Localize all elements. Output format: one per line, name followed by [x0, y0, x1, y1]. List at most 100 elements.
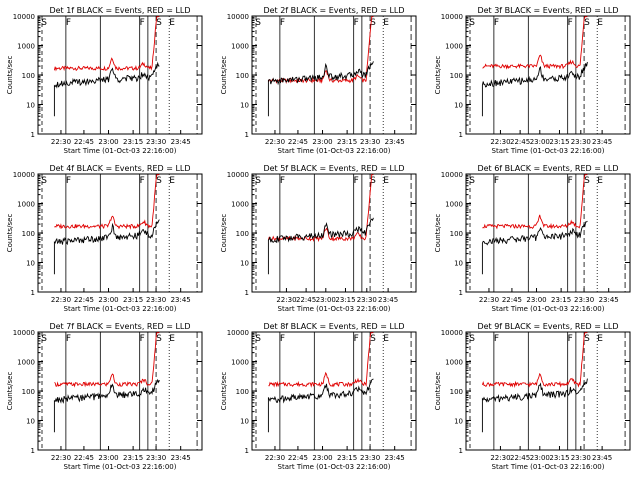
- marker-letter: S: [156, 334, 162, 344]
- panel-title: Det 1f BLACK = Events, RED = LLD: [49, 6, 190, 15]
- x-tick-label: 22:45: [74, 138, 94, 146]
- y-tick-label: 10: [454, 102, 463, 110]
- x-tick-label: 23:00: [98, 296, 118, 304]
- plot-frame: [37, 15, 203, 135]
- y-axis-label: Counts/sec: [6, 214, 14, 253]
- marker-letter: E: [597, 176, 603, 186]
- x-tick-label: 22:45: [288, 138, 308, 146]
- x-axis-label: Start Time (01-Oct-03 22:16:00): [492, 463, 605, 471]
- y-axis-label: Counts/sec: [6, 372, 14, 411]
- x-tick-label: 22:30: [51, 138, 71, 146]
- x-tick-label: 23:30: [146, 454, 166, 462]
- x-tick-label: 23:00: [312, 454, 332, 462]
- panel-det-8: Det 8f BLACK = Events, RED = LLD 1 10 100 10…: [220, 322, 417, 471]
- x-tick-label: 22:45: [74, 296, 94, 304]
- panel-title: Det 5f BLACK = Events, RED = LLD: [263, 164, 404, 173]
- y-axis-label: Counts/sec: [220, 56, 228, 95]
- marker-letter: S: [584, 18, 590, 28]
- x-tick-label: 22:30: [265, 454, 285, 462]
- x-tick-label: 23:00: [526, 296, 546, 304]
- series-events: [481, 220, 588, 275]
- y-tick-label: 1000: [17, 201, 35, 209]
- marker-letter: F: [494, 18, 499, 28]
- x-tick-label: 23:00: [98, 138, 118, 146]
- panel-title: Det 6f BLACK = Events, RED = LLD: [477, 164, 618, 173]
- marker-letter: F: [494, 334, 499, 344]
- y-tick-label: 1000: [17, 43, 35, 51]
- y-tick-label: 1000: [17, 359, 35, 367]
- marker-letter: S: [469, 176, 475, 186]
- series-events: [53, 61, 160, 117]
- panel-title: Det 8f BLACK = Events, RED = LLD: [263, 322, 404, 331]
- x-tick-label: 23:45: [592, 454, 612, 462]
- marker-letter: F: [568, 176, 573, 186]
- x-tick-label: 23:15: [337, 138, 357, 146]
- y-tick-label: 1: [245, 289, 249, 297]
- marker-letter: F: [66, 18, 71, 28]
- marker-letter: F: [66, 334, 71, 344]
- y-tick-label: 1: [459, 447, 463, 455]
- panel-title: Det 3f BLACK = Events, RED = LLD: [477, 6, 618, 15]
- series-events: [481, 378, 588, 433]
- y-tick-label: 10000: [227, 13, 249, 21]
- y-tick-label: 100: [22, 388, 35, 396]
- series-events: [53, 378, 160, 433]
- marker-letter: S: [255, 334, 261, 344]
- x-axis-label: Start Time (01-Oct-03 22:16:00): [64, 147, 177, 155]
- y-tick-label: 1: [459, 289, 463, 297]
- y-tick-label: 10: [454, 418, 463, 426]
- marker-letter: E: [597, 18, 603, 28]
- y-tick-label: 10000: [441, 171, 463, 179]
- y-tick-label: 1: [31, 447, 35, 455]
- y-axis-label: Counts/sec: [434, 214, 442, 253]
- marker-letter: S: [469, 334, 475, 344]
- x-tick-label: 23:45: [171, 138, 191, 146]
- x-tick-label: 23:00: [530, 454, 550, 462]
- marker-letter: F: [140, 334, 145, 344]
- panel-det-9: Det 9f BLACK = Events, RED = LLD 1 10 100 10…: [434, 322, 631, 471]
- y-tick-label: 100: [236, 388, 249, 396]
- marker-letter: E: [169, 18, 175, 28]
- panel-det-1: Det 1f BLACK = Events, RED = LLD 1 10 100 10…: [6, 6, 203, 155]
- x-tick-label: 23:45: [592, 138, 612, 146]
- x-axis-label: Start Time (01-Oct-03 22:16:00): [64, 305, 177, 313]
- marker-letter: E: [597, 334, 603, 344]
- x-tick-label: 22:30: [51, 454, 71, 462]
- marker-letter: F: [280, 176, 285, 186]
- x-tick-label: 22:30: [51, 296, 71, 304]
- x-tick-label: 22:30: [265, 138, 285, 146]
- x-tick-label: 23:30: [146, 296, 166, 304]
- panel-det-2: Det 2f BLACK = Events, RED = LLD 1 10 100 10…: [220, 6, 417, 155]
- panel-det-5: Det 5f BLACK = Events, RED = LLD 1 10 100 10…: [220, 164, 417, 313]
- y-tick-label: 10: [26, 260, 35, 268]
- x-axis-label: Start Time (01-Oct-03 22:16:00): [492, 305, 605, 313]
- panel-det-4: Det 4f BLACK = Events, RED = LLD 1 10 100 10…: [6, 164, 203, 313]
- y-tick-label: 10000: [13, 329, 35, 337]
- marker-letter: S: [469, 18, 475, 28]
- y-tick-label: 100: [450, 230, 463, 238]
- plot-frame: [465, 15, 631, 135]
- marker-letter: F: [494, 176, 499, 186]
- y-axis-label: Counts/sec: [6, 56, 14, 95]
- x-tick-label: 23:00: [312, 138, 332, 146]
- x-axis-label: Start Time (01-Oct-03 22:16:00): [64, 463, 177, 471]
- y-tick-label: 100: [450, 388, 463, 396]
- panel-title: Det 4f BLACK = Events, RED = LLD: [49, 164, 190, 173]
- y-tick-label: 10: [26, 102, 35, 110]
- x-tick-label: 23:45: [385, 454, 405, 462]
- x-tick-label: 23:45: [385, 138, 405, 146]
- x-tick-label: 22:45: [296, 296, 316, 304]
- series-events: [53, 219, 160, 275]
- y-tick-label: 100: [450, 72, 463, 80]
- series-events: [481, 61, 588, 117]
- y-tick-label: 1: [31, 289, 35, 297]
- marker-letter: F: [568, 18, 573, 28]
- plot-frame: [37, 331, 203, 451]
- series-lld: [482, 16, 588, 70]
- y-tick-label: 1000: [445, 201, 463, 209]
- marker-letter: S: [370, 334, 376, 344]
- y-tick-label: 100: [22, 72, 35, 80]
- x-axis-label: Start Time (01-Oct-03 22:16:00): [492, 147, 605, 155]
- x-tick-label: 23:15: [335, 296, 355, 304]
- y-tick-label: 10: [454, 260, 463, 268]
